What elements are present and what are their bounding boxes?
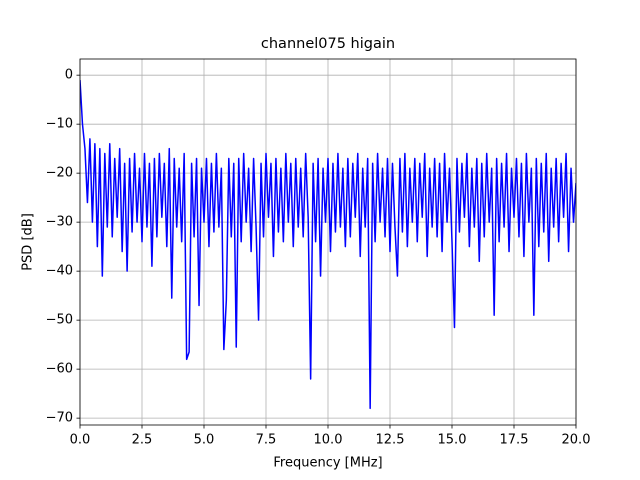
x-tick-label: 12.5 xyxy=(376,433,405,448)
x-tick-label: 5.0 xyxy=(194,433,215,448)
y-axis-label: PSD [dB] xyxy=(21,213,36,271)
x-tick-label: 7.5 xyxy=(256,433,277,448)
x-axis-label: Frequency [MHz] xyxy=(273,456,382,471)
y-tick-label: −50 xyxy=(46,313,73,328)
y-tick-label: −70 xyxy=(46,411,73,426)
y-tick-label: −30 xyxy=(46,215,73,230)
chart-title: channel075 higain xyxy=(261,36,395,52)
x-tick-label: 10.0 xyxy=(314,433,343,448)
x-tick-label: 0.0 xyxy=(70,433,91,448)
x-tick-label: 17.5 xyxy=(500,433,529,448)
x-tick-label: 15.0 xyxy=(438,433,467,448)
y-tick-label: −60 xyxy=(46,362,73,377)
plot-frame xyxy=(79,58,577,426)
y-tick-label: −10 xyxy=(46,117,73,132)
y-tick-label: −20 xyxy=(46,166,73,181)
x-tick-label: 20.0 xyxy=(562,433,591,448)
x-tick-label: 2.5 xyxy=(132,433,153,448)
line-series xyxy=(80,80,576,410)
y-tick-label: −40 xyxy=(46,264,73,279)
y-tick-label: 0 xyxy=(65,68,73,83)
